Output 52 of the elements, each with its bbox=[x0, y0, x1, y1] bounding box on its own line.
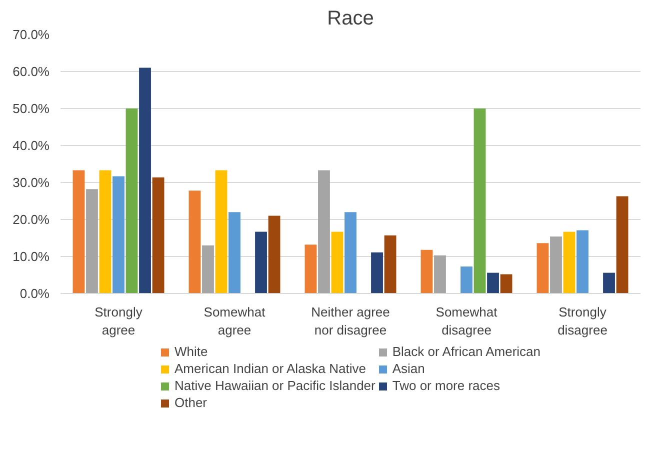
bar bbox=[536, 243, 549, 294]
legend-label: Black or African American bbox=[392, 344, 540, 359]
bar bbox=[563, 232, 576, 294]
y-tick-label: 30.0% bbox=[12, 175, 50, 190]
legend-label: Two or more races bbox=[392, 378, 500, 393]
bar bbox=[255, 232, 267, 294]
chart-title: Race bbox=[327, 8, 374, 30]
bar bbox=[126, 108, 138, 294]
y-tick-label: 20.0% bbox=[12, 212, 50, 227]
y-tick-label: 60.0% bbox=[12, 64, 50, 79]
bar bbox=[434, 255, 446, 294]
x-tick-label: Strongly agree bbox=[94, 304, 143, 338]
bar bbox=[268, 216, 280, 294]
legend-label: American Indian or Alaska Native bbox=[174, 361, 366, 376]
bar bbox=[371, 252, 383, 294]
bar bbox=[331, 232, 344, 294]
x-tick-label: Somewhat disagree bbox=[436, 304, 498, 338]
bar bbox=[228, 212, 240, 294]
y-tick-label: 0.0% bbox=[20, 286, 50, 301]
y-tick-label: 10.0% bbox=[12, 249, 50, 264]
bar bbox=[99, 170, 112, 294]
bar bbox=[72, 170, 85, 294]
legend-label: White bbox=[174, 344, 208, 359]
bar bbox=[460, 266, 472, 294]
bar bbox=[500, 274, 512, 294]
bar bbox=[576, 230, 588, 294]
bar bbox=[188, 190, 201, 294]
y-tick-label: 50.0% bbox=[12, 101, 50, 116]
x-tick-label: Strongly disagree bbox=[558, 304, 608, 338]
bar bbox=[215, 170, 228, 294]
bar bbox=[152, 177, 164, 294]
bar bbox=[384, 235, 396, 294]
x-tick-label: Somewhat agree bbox=[204, 304, 266, 338]
legend-label: Other bbox=[174, 395, 208, 410]
bar bbox=[139, 68, 151, 294]
y-tick-label: 70.0% bbox=[12, 27, 50, 42]
bar bbox=[603, 272, 615, 294]
legend-label: Asian bbox=[392, 361, 425, 376]
bar bbox=[304, 244, 317, 294]
bar bbox=[344, 212, 356, 294]
bar bbox=[202, 245, 214, 294]
legend-label: Native Hawaiian or Pacific Islander bbox=[174, 378, 376, 393]
bar bbox=[550, 236, 562, 294]
bar bbox=[420, 250, 433, 294]
y-tick-label: 40.0% bbox=[12, 138, 50, 153]
x-tick-label: Neither agree nor disagree bbox=[311, 304, 390, 338]
bar bbox=[318, 170, 330, 294]
bar bbox=[616, 196, 628, 294]
bar bbox=[487, 272, 499, 294]
bar bbox=[112, 176, 124, 294]
bar bbox=[86, 189, 98, 294]
bar bbox=[474, 108, 486, 294]
